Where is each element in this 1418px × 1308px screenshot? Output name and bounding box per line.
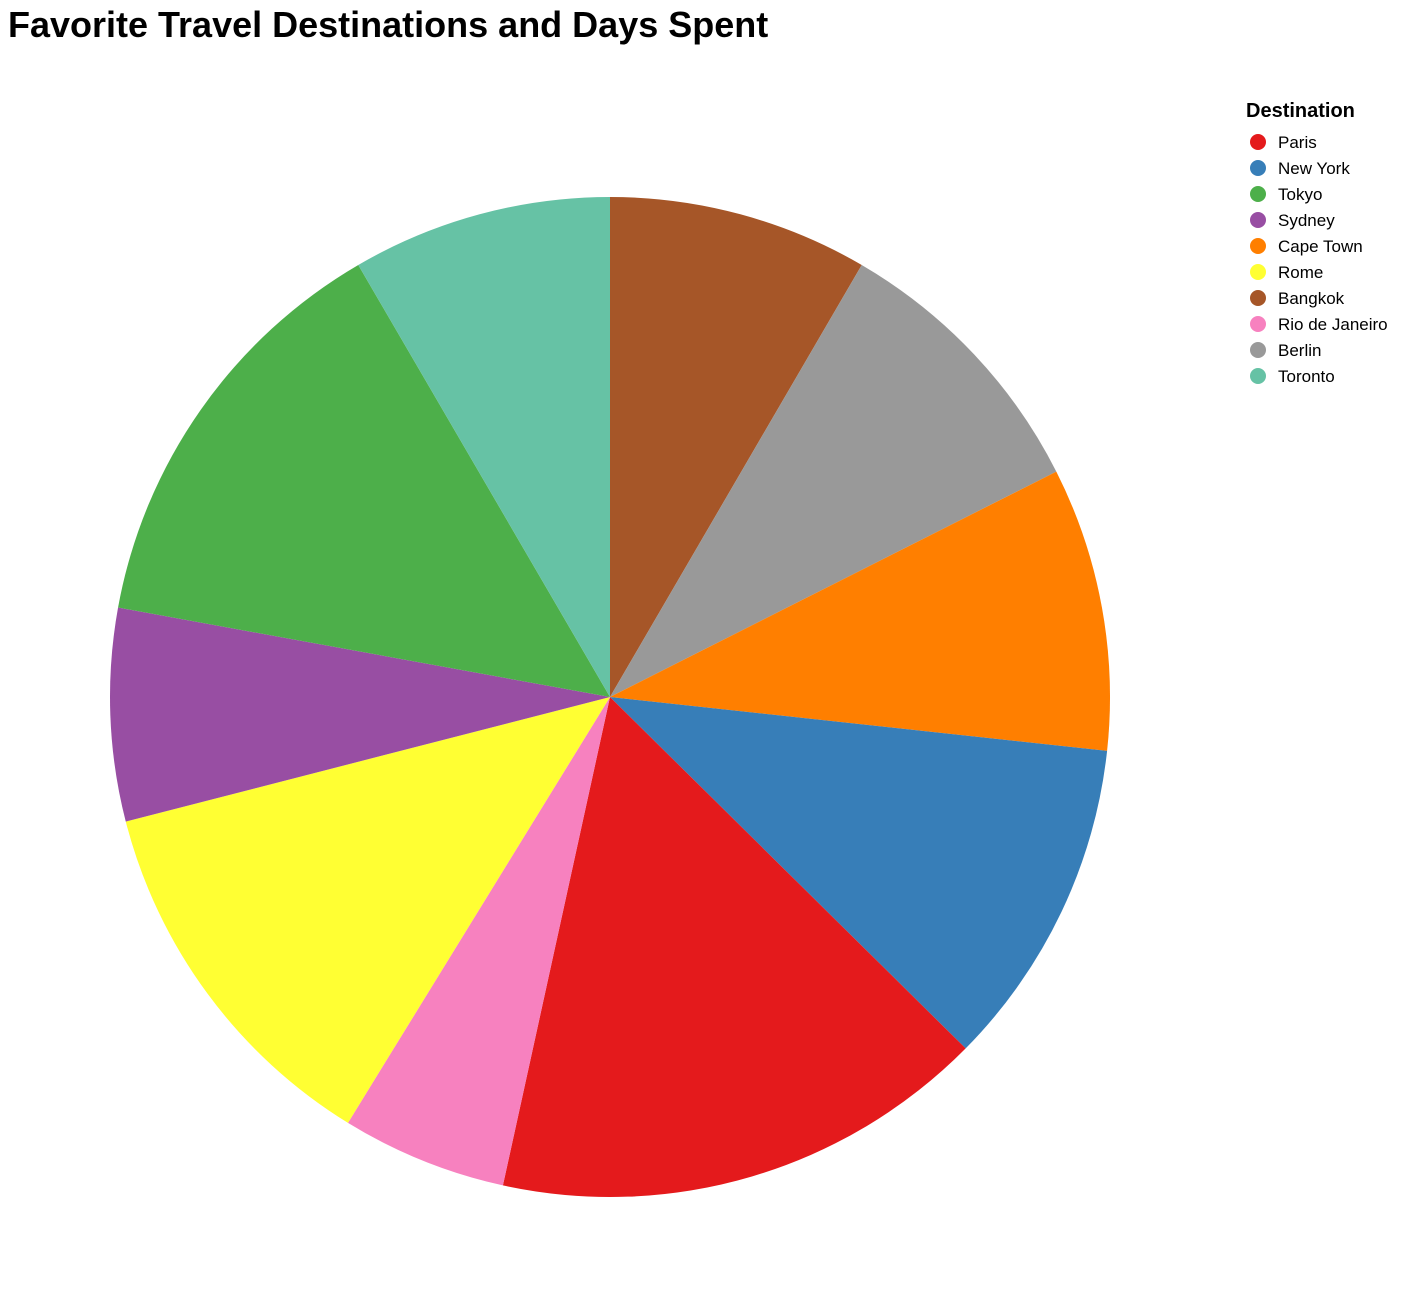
legend: Destination Paris New York Tokyo Sydney Cape… (1246, 100, 1388, 386)
legend-swatch-rio-de-janeiro (1250, 316, 1266, 332)
pie-slice-toronto (358, 197, 610, 697)
pie-slice-tokyo (118, 264, 610, 697)
pie-slice-cape-town (610, 471, 1110, 751)
legend-items: Paris New York Tokyo Sydney Cape Town Rome Ban… (1250, 133, 1388, 386)
legend-swatch-bangkok (1250, 290, 1266, 306)
legend-swatch-cape-town (1250, 238, 1266, 254)
legend-label-toronto: Toronto (1278, 367, 1335, 386)
pie-slice-berlin (610, 264, 1057, 697)
legend-label-tokyo: Tokyo (1278, 185, 1322, 204)
legend-swatch-toronto (1250, 368, 1266, 384)
pie-slice-paris (502, 697, 966, 1198)
legend-label-new-york: New York (1278, 159, 1350, 178)
legend-label-berlin: Berlin (1278, 341, 1321, 360)
pie-slice-rio-de-janeiro (347, 697, 610, 1186)
pie-slice-sydney (110, 607, 610, 822)
legend-swatch-new-york (1250, 160, 1266, 176)
legend-label-bangkok: Bangkok (1278, 289, 1345, 308)
legend-swatch-berlin (1250, 342, 1266, 358)
pie-slices (110, 197, 1110, 1198)
legend-swatch-paris (1250, 134, 1266, 150)
legend-label-rio-de-janeiro: Rio de Janeiro (1278, 315, 1388, 334)
legend-label-cape-town: Cape Town (1278, 237, 1363, 256)
chart-title: Favorite Travel Destinations and Days Sp… (8, 4, 769, 45)
legend-swatch-tokyo (1250, 186, 1266, 202)
pie-slice-rome (125, 697, 611, 1123)
legend-swatch-sydney (1250, 212, 1266, 228)
legend-label-rome: Rome (1278, 263, 1323, 282)
legend-swatch-rome (1250, 264, 1266, 280)
pie-slice-bangkok (610, 197, 862, 697)
legend-label-sydney: Sydney (1278, 211, 1335, 230)
legend-label-paris: Paris (1278, 133, 1317, 152)
pie-slice-new-york (610, 697, 1108, 1049)
legend-title: Destination (1246, 100, 1355, 122)
